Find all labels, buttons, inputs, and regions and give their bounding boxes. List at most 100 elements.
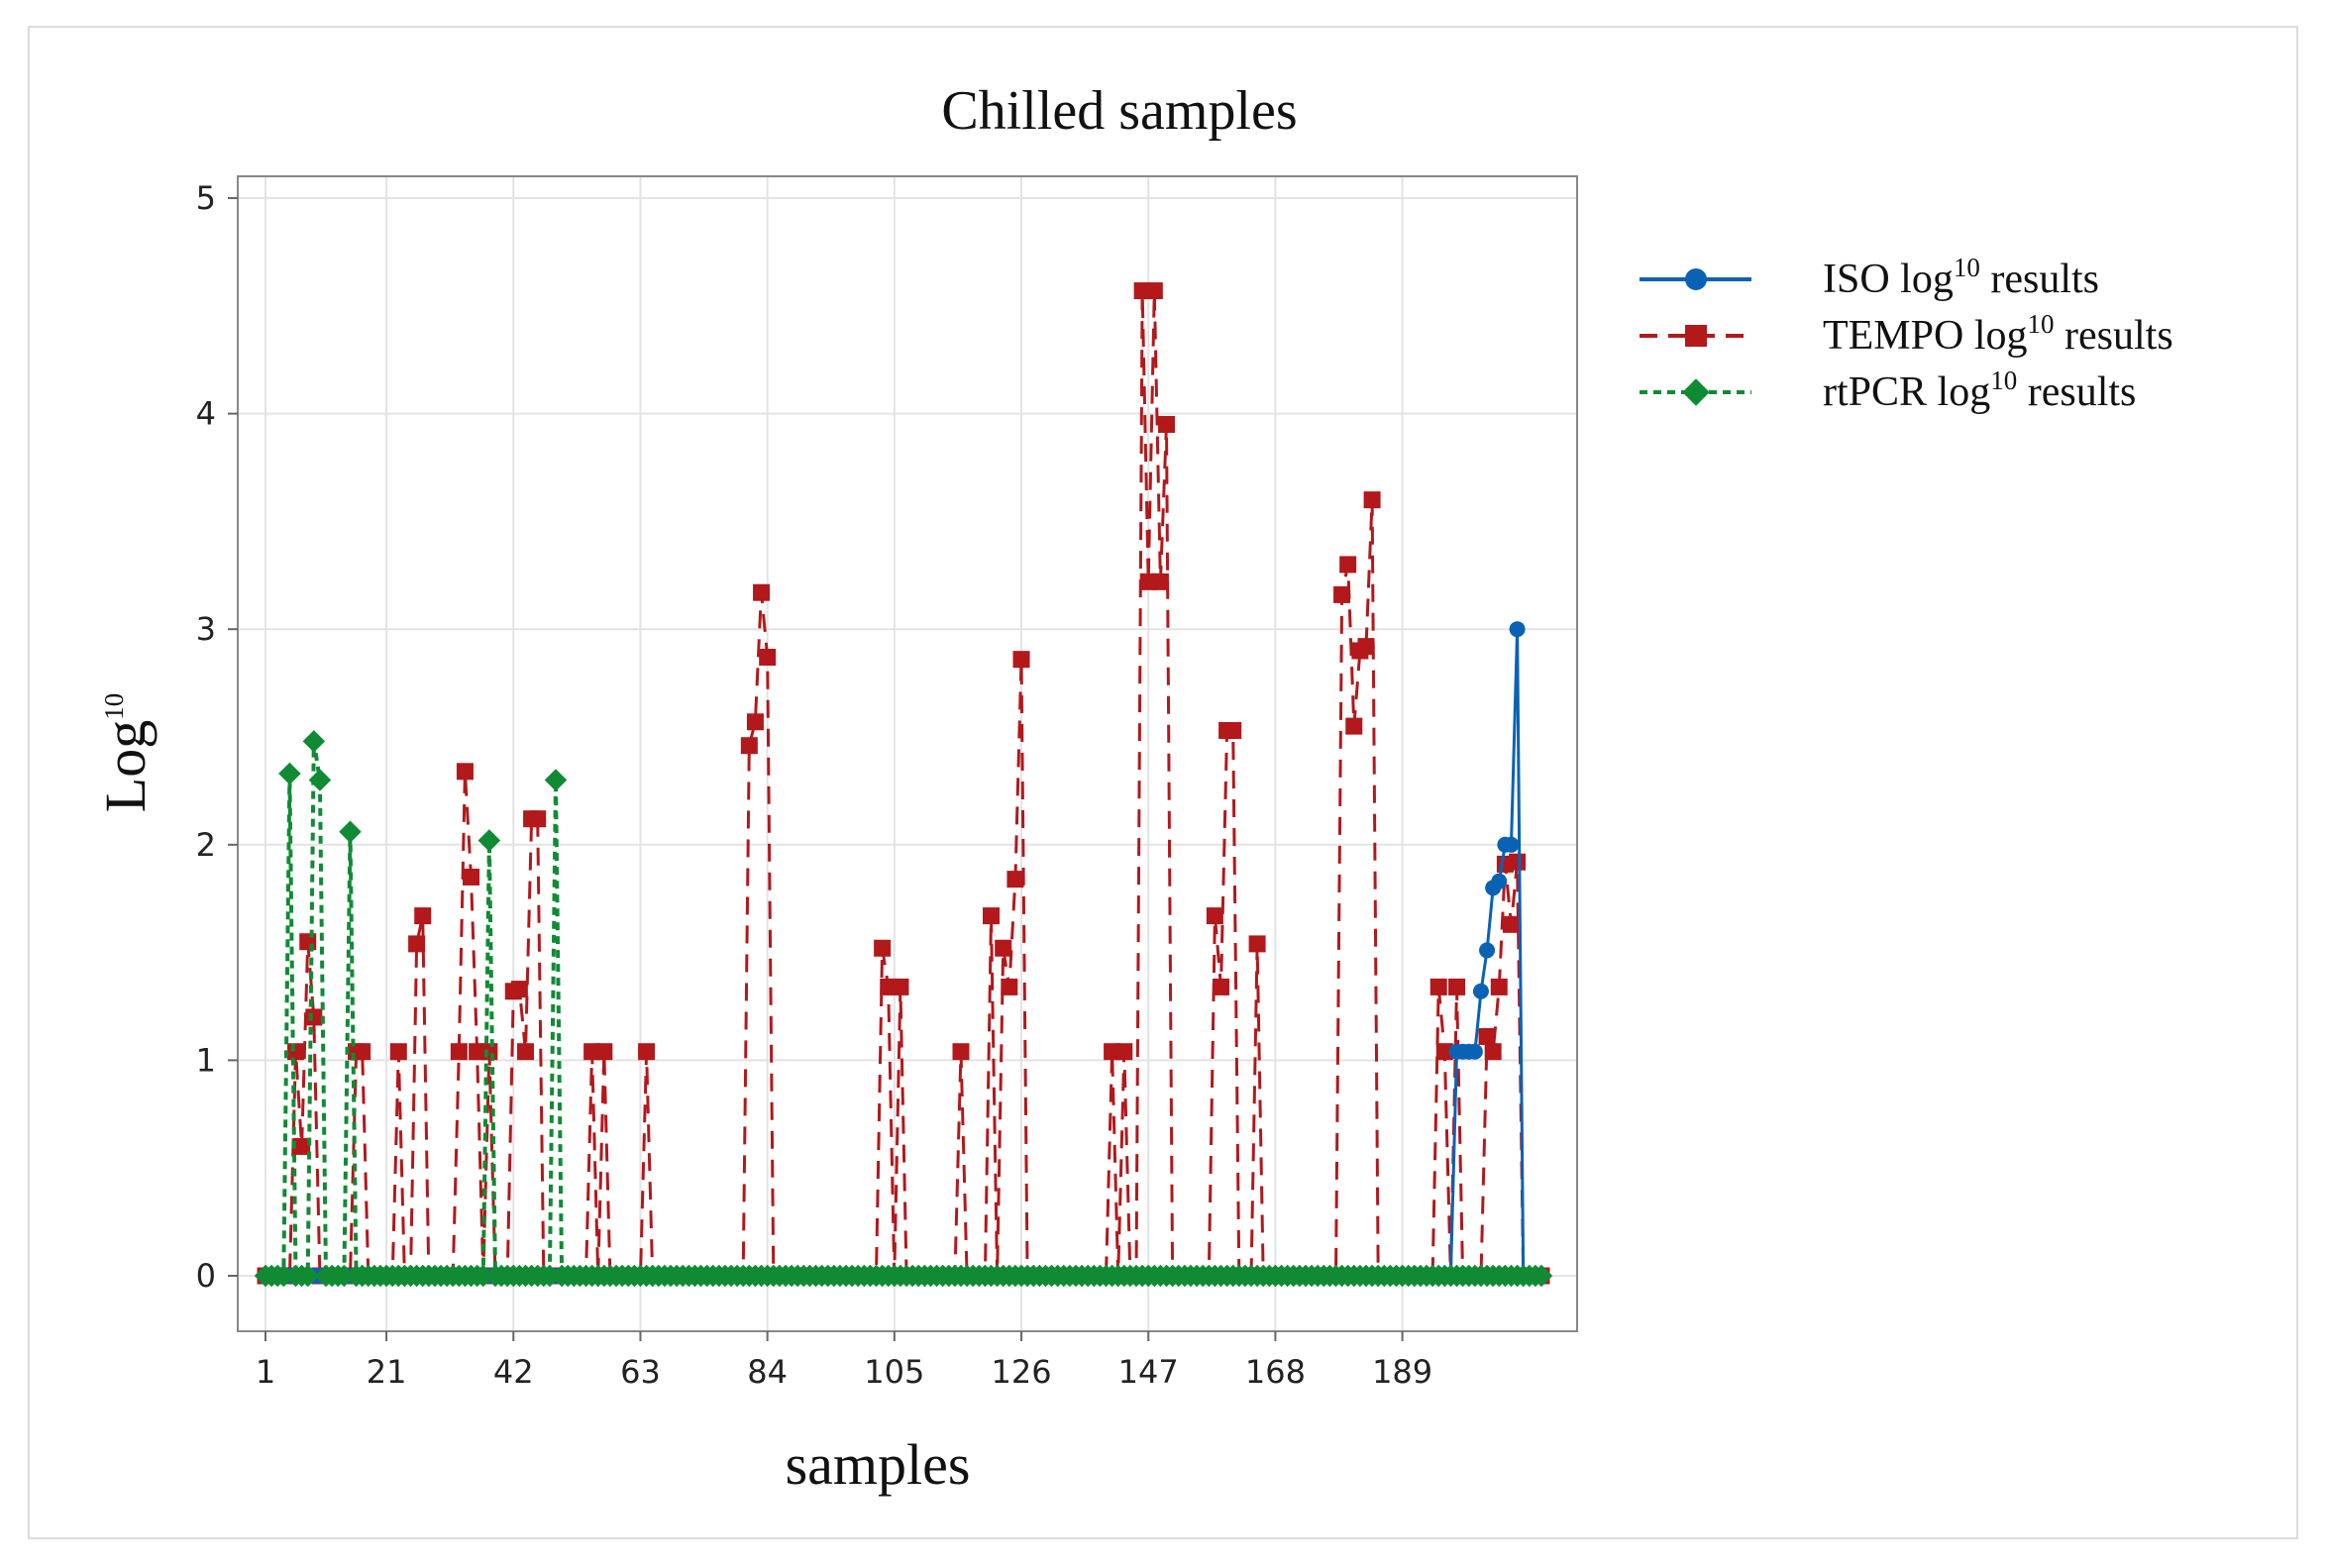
tempo-point xyxy=(305,1008,323,1026)
tempo-point xyxy=(389,1043,407,1061)
series-diamond xyxy=(254,730,1553,1288)
tempo-point xyxy=(1151,573,1169,590)
tempo-point xyxy=(753,583,771,601)
y-tick-label: 3 xyxy=(196,610,216,648)
tempo-point xyxy=(952,1043,970,1061)
x-axis-label: samples xyxy=(786,1432,971,1497)
tempo-point xyxy=(456,763,474,781)
iso-point xyxy=(1503,836,1520,853)
tempo-point xyxy=(595,1043,613,1061)
series-line xyxy=(265,739,1541,1278)
tempo-point xyxy=(287,1043,305,1061)
x-tick-label: 168 xyxy=(1245,1353,1306,1391)
iso-point xyxy=(1509,621,1526,638)
rtpcr-point xyxy=(272,1264,295,1288)
tempo-point xyxy=(1502,915,1520,933)
series-layer xyxy=(254,282,1553,1288)
tempo-point xyxy=(638,1043,656,1061)
tempo-point xyxy=(299,933,317,951)
x-tick-label: 84 xyxy=(747,1353,788,1391)
tempo-point xyxy=(510,981,528,998)
tempo-point xyxy=(1448,978,1466,995)
iso-point xyxy=(1466,1043,1483,1060)
tempo-point xyxy=(408,935,426,953)
y-axis-ticks: 0 1 2 3 4 5 xyxy=(196,179,238,1295)
rtpcr-point xyxy=(544,769,568,791)
tempo-point xyxy=(1357,638,1375,656)
y-tick-label: 1 xyxy=(196,1041,216,1079)
rtpcr-point xyxy=(278,762,301,785)
x-tick-label: 147 xyxy=(1118,1353,1179,1391)
legend-label: rtPCR log10 results xyxy=(1823,366,2136,415)
rtpcr-point xyxy=(333,1264,356,1288)
y-axis-label-text: Log xyxy=(93,720,158,812)
tempo-point xyxy=(874,939,892,957)
iso-point xyxy=(1491,873,1508,889)
y-axis-label-sup: 10 xyxy=(99,693,129,720)
tempo-point xyxy=(1206,907,1223,925)
x-tick-label: 105 xyxy=(864,1353,924,1391)
rtpcr-point xyxy=(538,1264,562,1288)
tempo-point xyxy=(1435,1043,1453,1061)
tempo-point xyxy=(1490,978,1508,995)
tempo-point xyxy=(1145,282,1163,300)
series-square xyxy=(257,282,1550,1285)
tempo-point xyxy=(1478,1027,1496,1045)
tempo-point xyxy=(354,1043,371,1061)
tempo-point xyxy=(740,737,758,755)
legend-label: ISO log10 results xyxy=(1823,253,2099,302)
rtpcr-point xyxy=(302,730,326,753)
svg-text:Log10: Log10 xyxy=(93,693,158,812)
tempo-point xyxy=(450,1043,468,1061)
iso-point xyxy=(1479,942,1496,959)
legend-item: TEMPO log10 results xyxy=(1640,309,2173,359)
x-axis-ticks: 1 21 42 63 84 105 126 147 168 189 xyxy=(256,1331,1432,1391)
rtpcr-point xyxy=(472,1264,495,1288)
x-tick-label: 42 xyxy=(493,1353,534,1391)
x-tick-label: 1 xyxy=(256,1353,275,1391)
tempo-point xyxy=(1158,415,1176,433)
tempo-point xyxy=(1115,1043,1133,1061)
chart-title: Chilled samples xyxy=(941,80,1297,142)
tempo-point xyxy=(414,907,432,925)
tempo-point xyxy=(1484,1043,1502,1061)
tempo-point xyxy=(1685,325,1707,347)
iso-point xyxy=(1685,268,1707,290)
tempo-point xyxy=(1429,978,1447,995)
tempo-point xyxy=(1012,651,1030,669)
tempo-point xyxy=(480,1043,498,1061)
tempo-point xyxy=(995,939,1012,957)
tempo-point xyxy=(1339,556,1357,574)
rtpcr-point xyxy=(1530,1264,1553,1288)
figure-frame xyxy=(28,26,2298,1539)
x-tick-label: 21 xyxy=(367,1353,407,1391)
y-tick-label: 4 xyxy=(196,395,216,433)
tempo-point xyxy=(293,1137,311,1155)
tempo-point xyxy=(1363,491,1381,509)
tempo-point xyxy=(983,907,1001,925)
rtpcr-point xyxy=(308,769,332,791)
grid xyxy=(238,176,1577,1331)
plot-area xyxy=(237,175,1578,1332)
tempo-point xyxy=(1006,871,1024,889)
tempo-point xyxy=(1001,978,1018,995)
y-tick-label: 2 xyxy=(196,826,216,864)
tempo-point xyxy=(1224,721,1242,739)
rtpcr-point xyxy=(1682,378,1710,406)
tempo-point xyxy=(759,648,777,666)
tempo-point xyxy=(746,713,764,731)
rtpcr-point xyxy=(477,829,501,852)
tempo-point xyxy=(1333,585,1351,603)
tempo-point xyxy=(1509,853,1527,871)
series-line xyxy=(265,289,1541,1278)
legend-item: ISO log10 results xyxy=(1640,253,2099,302)
tempo-point xyxy=(463,868,480,886)
legend-item: rtPCR log10 results xyxy=(1640,366,2136,415)
iso-point xyxy=(1472,983,1489,999)
x-tick-label: 126 xyxy=(991,1353,1051,1391)
x-tick-label: 189 xyxy=(1372,1353,1432,1391)
tempo-point xyxy=(529,810,547,828)
tempo-point xyxy=(1248,935,1266,953)
rtpcr-point xyxy=(296,1264,319,1288)
